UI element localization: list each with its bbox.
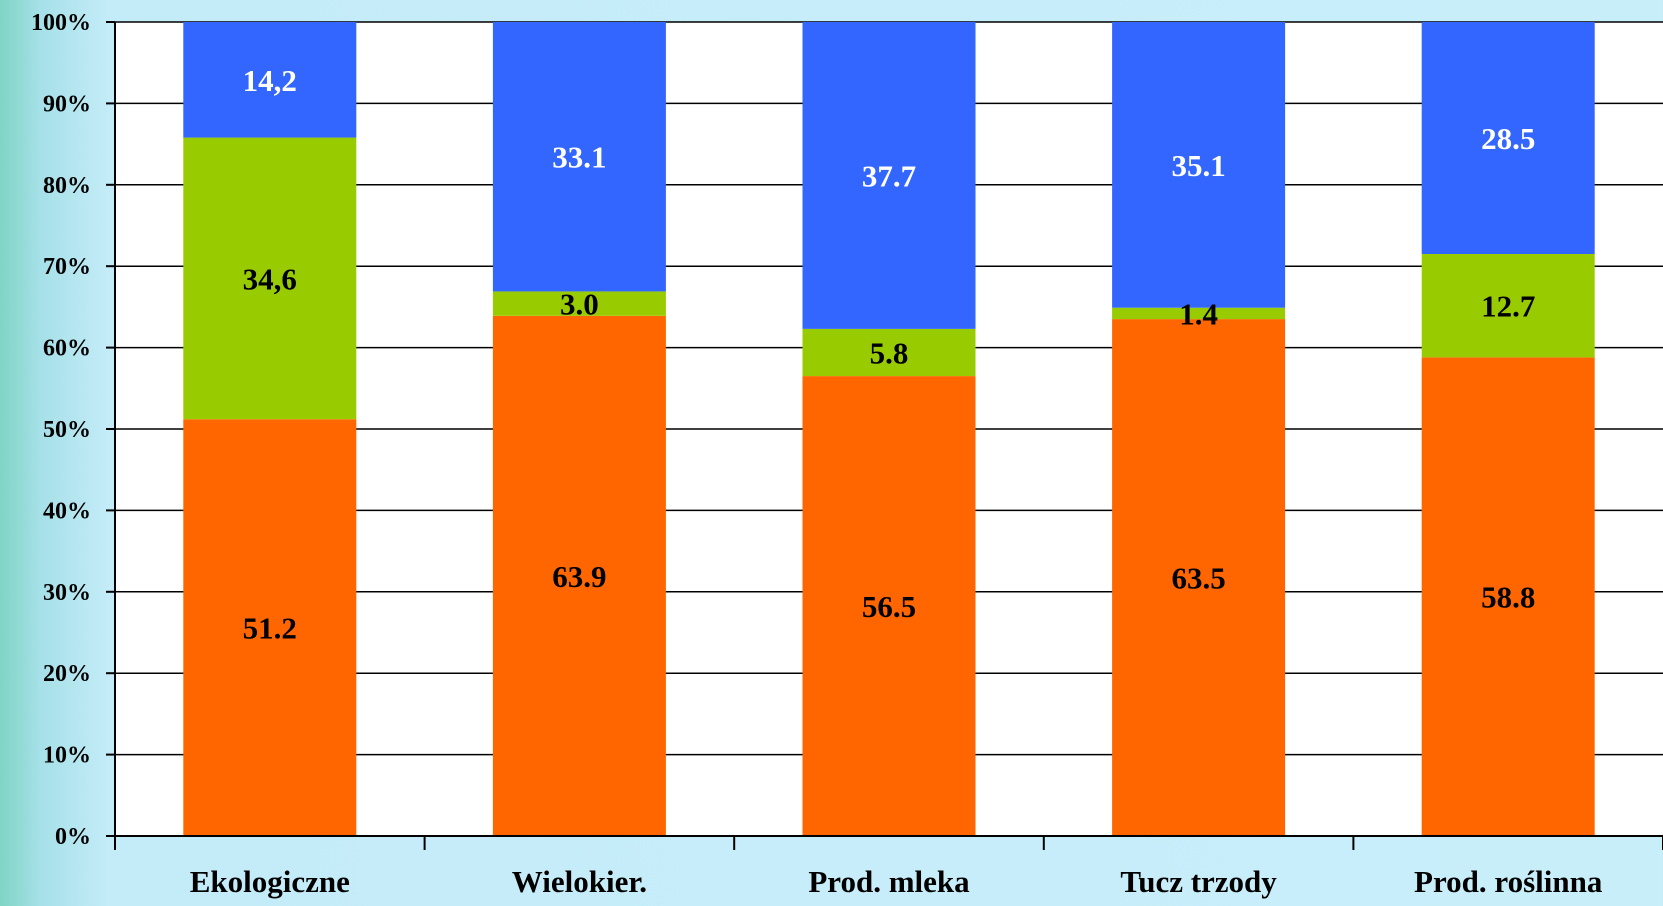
y-tick-label: 100% — [31, 10, 91, 36]
data-label: 37.7 — [862, 158, 916, 193]
bar-segment — [492, 315, 666, 836]
bar-segment — [492, 22, 666, 292]
bar-segment — [802, 328, 976, 377]
x-category-label: Tucz trzody — [1120, 864, 1277, 899]
bars-group — [183, 22, 1595, 836]
data-label: 3.0 — [560, 287, 599, 322]
axes-group — [106, 21, 1663, 850]
data-label: 1.4 — [1179, 296, 1218, 331]
bar-segment — [1112, 22, 1286, 308]
bar-segment — [802, 22, 976, 329]
bar-segment — [1421, 22, 1595, 254]
y-tick-label: 90% — [43, 91, 91, 117]
x-category-label: Prod. mleka — [808, 864, 970, 899]
bar-segment — [492, 291, 666, 316]
data-label: 34,6 — [243, 261, 297, 296]
bar-segment — [802, 376, 976, 836]
data-label: 63.5 — [1171, 561, 1225, 596]
y-tick-label: 80% — [43, 173, 91, 199]
y-tick-label: 0% — [55, 824, 91, 850]
y-tick-label: 10% — [43, 743, 91, 769]
data-label: 12.7 — [1481, 289, 1535, 324]
bar-segment — [1421, 253, 1595, 358]
bar-segment — [183, 22, 357, 138]
y-tick-label: 40% — [43, 498, 91, 524]
y-tick-label: 30% — [43, 580, 91, 606]
data-label: 56.5 — [862, 589, 916, 624]
bar-segment — [1421, 357, 1595, 836]
data-label: 35.1 — [1171, 148, 1225, 183]
y-tick-label: 60% — [43, 336, 91, 362]
bar-segment — [1112, 307, 1286, 320]
data-label: 5.8 — [870, 335, 909, 370]
y-tick-label: 20% — [43, 661, 91, 687]
data-label: 51.2 — [243, 611, 297, 646]
x-category-label: Ekologiczne — [190, 864, 350, 899]
data-label: 58.8 — [1481, 580, 1535, 615]
bar-segment — [1112, 319, 1286, 836]
y-tick-label: 70% — [43, 254, 91, 280]
x-category-label: Prod. roślinna — [1414, 864, 1603, 899]
labels-group: 0% 10% 20% 30% 40% 50% 60% 70% 80% 90% 100% 51.2 34,… — [31, 10, 1603, 899]
data-label: 14,2 — [243, 63, 297, 98]
data-label: 33.1 — [552, 140, 606, 175]
data-label: 28.5 — [1481, 121, 1535, 156]
x-category-label: Wielokier. — [512, 864, 647, 899]
data-label: 63.9 — [552, 559, 606, 594]
bar-segment — [183, 419, 357, 836]
bar-segment — [183, 137, 357, 420]
y-tick-label: 50% — [43, 417, 91, 443]
